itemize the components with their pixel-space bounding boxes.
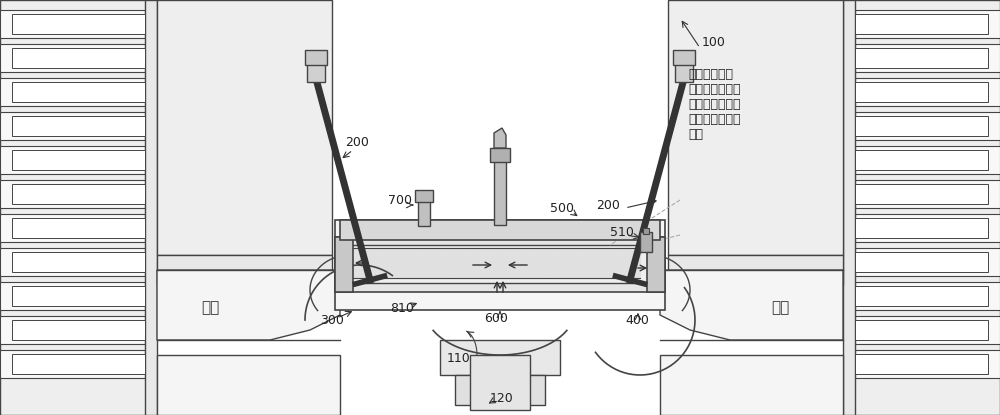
Bar [855, 44, 1000, 72]
Bar [0, 78, 145, 106]
Bar [335, 220, 665, 310]
Bar [855, 214, 1000, 242]
Bar [12, 252, 145, 272]
Bar [440, 340, 560, 375]
Bar [12, 218, 145, 238]
Bar [855, 184, 988, 204]
Bar [12, 150, 145, 170]
Bar [12, 320, 145, 340]
Polygon shape [494, 128, 506, 148]
Bar [855, 112, 1000, 140]
Bar [12, 48, 145, 68]
Bar [415, 190, 433, 202]
Bar [157, 355, 340, 415]
Bar [418, 196, 430, 226]
Bar [145, 0, 157, 415]
Bar [335, 237, 665, 292]
Text: 200: 200 [596, 198, 620, 212]
Bar [855, 354, 988, 374]
Text: 300: 300 [320, 313, 344, 327]
Polygon shape [660, 270, 843, 340]
Bar [0, 0, 155, 415]
Bar [12, 354, 145, 374]
Bar [345, 245, 650, 283]
Bar [305, 50, 327, 65]
Text: 810: 810 [390, 302, 414, 315]
Bar [157, 0, 332, 255]
Text: 600: 600 [484, 312, 508, 325]
Bar [668, 255, 843, 285]
Bar [0, 112, 145, 140]
Bar [843, 0, 855, 415]
Bar [855, 218, 988, 238]
Bar [490, 148, 510, 162]
Text: 怨速状态下：
可变压缩活塞的
伸出或缩回至与
燃烧室的结合面
一致: 怨速状态下： 可变压缩活塞的 伸出或缩回至与 燃烧室的结合面 一致 [688, 68, 740, 141]
Bar [643, 228, 649, 234]
Bar [855, 248, 1000, 276]
Text: 510: 510 [610, 225, 634, 239]
Bar [855, 252, 988, 272]
Bar [157, 255, 332, 285]
Bar [0, 316, 145, 344]
Bar [675, 60, 693, 82]
Bar [855, 78, 1000, 106]
Bar [640, 232, 652, 252]
Bar [855, 150, 988, 170]
Bar [855, 286, 988, 306]
Bar [494, 155, 506, 225]
Bar [307, 60, 325, 82]
Bar [845, 0, 1000, 415]
Bar [660, 355, 843, 415]
Text: 100: 100 [702, 36, 726, 49]
Text: 排气: 排气 [771, 300, 789, 315]
Bar [0, 350, 145, 378]
Bar [855, 14, 988, 34]
Bar [0, 248, 145, 276]
Bar [0, 44, 145, 72]
Bar [12, 14, 145, 34]
Bar [855, 282, 1000, 310]
Polygon shape [157, 270, 340, 340]
Text: 700: 700 [388, 193, 412, 207]
Bar [455, 375, 545, 405]
Bar [855, 10, 1000, 38]
Text: 120: 120 [490, 391, 514, 405]
Bar [0, 146, 145, 174]
Bar [855, 116, 988, 136]
Bar [0, 10, 145, 38]
Bar [12, 184, 145, 204]
Bar [0, 180, 145, 208]
Bar [0, 214, 145, 242]
Bar [340, 220, 660, 240]
Bar [470, 355, 530, 410]
Bar [855, 180, 1000, 208]
Bar [855, 320, 988, 340]
Text: 500: 500 [550, 202, 574, 215]
Bar [855, 82, 988, 102]
Bar [855, 146, 1000, 174]
Bar [12, 286, 145, 306]
Text: 400: 400 [625, 313, 649, 327]
Bar [335, 237, 353, 292]
Text: 进气: 进气 [201, 300, 219, 315]
Bar [855, 350, 1000, 378]
Bar [0, 282, 145, 310]
Text: 200: 200 [345, 136, 369, 149]
Bar [12, 82, 145, 102]
Bar [647, 237, 665, 292]
Bar [12, 116, 145, 136]
Bar [855, 316, 1000, 344]
Bar [855, 48, 988, 68]
Bar [673, 50, 695, 65]
Bar [668, 0, 843, 255]
Text: 110: 110 [447, 352, 471, 364]
